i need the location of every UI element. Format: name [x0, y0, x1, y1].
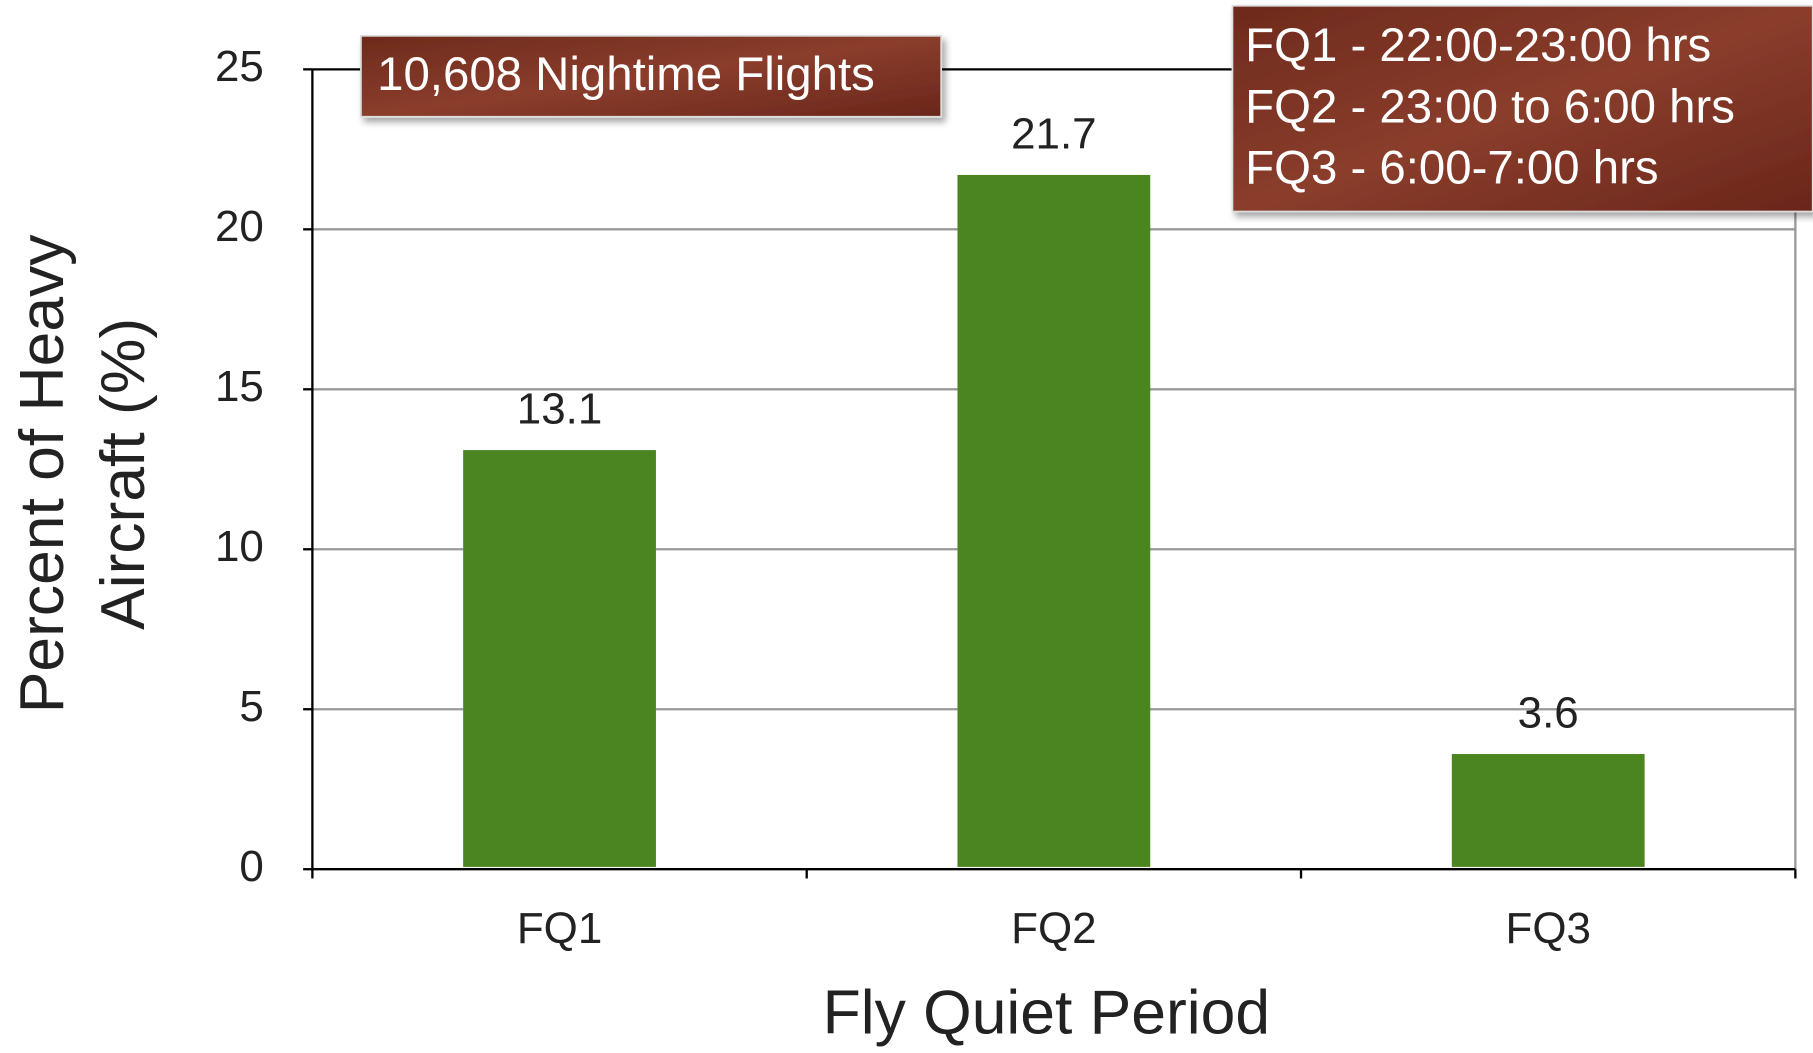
y-tick-label: 15 — [215, 362, 264, 411]
y-tick-label: 10 — [215, 522, 264, 571]
annotation-text: FQ1 - 22:00-23:00 hrs — [1245, 19, 1711, 72]
bar — [957, 174, 1151, 867]
y-tick-label: 25 — [215, 42, 264, 91]
x-tick-label: FQ1 — [517, 904, 602, 953]
y-tick-label: 0 — [239, 842, 263, 891]
y-tick-label: 20 — [215, 202, 264, 251]
annotation-text: 10,608 Nightime Flights — [377, 48, 875, 101]
annotation-background — [360, 34, 943, 118]
y-axis-label: Percent of Heavy — [8, 234, 77, 713]
x-tick-label: FQ2 — [1011, 904, 1096, 953]
annotation-text: FQ3 - 6:00-7:00 hrs — [1245, 142, 1658, 195]
bar — [1451, 754, 1645, 867]
data-label: 3.6 — [1518, 689, 1579, 738]
annotation-box: FQ1 - 22:00-23:00 hrs FQ2 - 23:00 to 6:00… — [1231, 4, 1813, 213]
y-axis-label: Aircraft (%) — [89, 318, 158, 630]
annotation-box: 10,608 Nightime Flights — [360, 34, 943, 118]
data-label: 21.7 — [1011, 109, 1096, 158]
y-tick-label: 5 — [239, 682, 263, 731]
x-axis-label: Fly Quiet Period — [823, 979, 1270, 1048]
data-label: 13.1 — [517, 385, 602, 434]
annotation-background — [1231, 4, 1813, 213]
annotation-text: FQ2 - 23:00 to 6:00 hrs — [1245, 80, 1735, 133]
x-tick-label: FQ3 — [1506, 904, 1591, 953]
bar — [463, 450, 656, 867]
